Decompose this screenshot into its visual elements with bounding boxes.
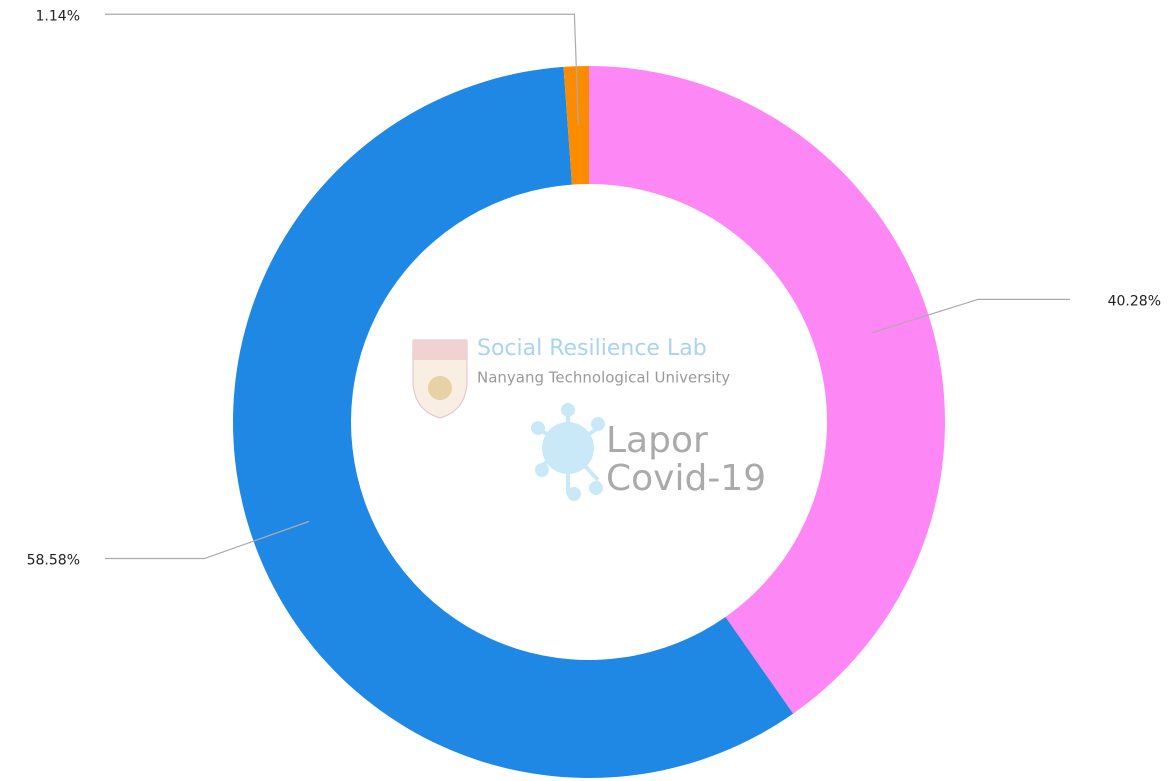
crest-band <box>413 340 467 360</box>
data-label: 58.58% <box>27 553 80 569</box>
watermark-title: Social Resilience Lab <box>477 336 707 361</box>
watermark-logo: Covid-19 <box>606 458 766 499</box>
watermark <box>412 339 605 501</box>
donut-slice <box>563 66 589 185</box>
leader-line <box>105 520 310 560</box>
watermark-logo: Lapor <box>606 420 708 461</box>
data-label: 1.14% <box>36 8 80 24</box>
virus-spikes <box>531 403 605 501</box>
crest-lion <box>428 376 452 400</box>
watermark-subtitle: Nanyang Technological University <box>477 369 730 387</box>
leader-line <box>105 13 579 126</box>
donut-slice <box>232 66 794 778</box>
leader-line <box>872 298 1070 334</box>
data-label: 40.28% <box>1108 293 1161 309</box>
donut-slice <box>589 66 945 714</box>
donut: 40.28% 58.58% 1.14% <box>27 8 1161 778</box>
